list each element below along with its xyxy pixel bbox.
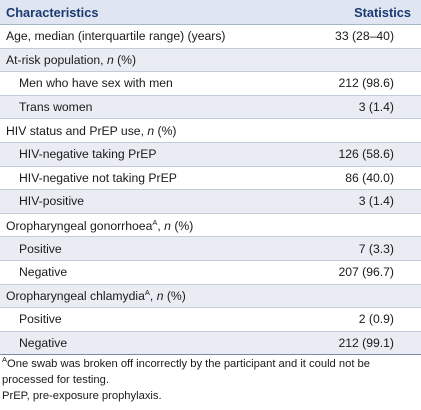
row-value: 86 (40.0) — [301, 166, 421, 191]
row-value: 212 (99.1) — [301, 331, 421, 356]
table-row: Age, median (interquartile range) (years… — [0, 24, 421, 49]
row-label: Negative — [0, 260, 302, 285]
row-value — [301, 48, 421, 73]
row-label-text: HIV status and PrEP use, — [6, 123, 148, 138]
row-label: Men who have sex with men — [0, 71, 302, 96]
footnote-a-marker: A — [2, 355, 8, 364]
row-value: 207 (96.7) — [301, 260, 421, 285]
table-row-section-heading: Oropharyngeal gonorrhoeaA, n (%) — [0, 213, 421, 238]
row-value: 3 (1.4) — [301, 95, 421, 120]
table-row: Positive 7 (3.3) — [0, 236, 421, 261]
row-label-suffix: (%) — [113, 52, 137, 67]
row-label: HIV status and PrEP use, n (%) — [0, 118, 302, 143]
row-value: 2 (0.9) — [301, 307, 421, 332]
row-label: HIV-positive — [0, 189, 302, 214]
row-label-mid: , — [157, 218, 165, 233]
characteristics-table: Characteristics Statistics Age, median (… — [0, 0, 421, 356]
table-header-row: Characteristics Statistics — [0, 0, 421, 25]
table-row-section-heading: HIV status and PrEP use, n (%) — [0, 118, 421, 143]
row-value: 212 (98.6) — [301, 71, 421, 96]
row-label-suffix: (%) — [170, 218, 194, 233]
row-value — [301, 284, 421, 309]
row-label: Trans women — [0, 95, 302, 120]
table-footnotes: AOne swab was broken off incorrectly by … — [2, 352, 420, 404]
data-table-container: Characteristics Statistics Age, median (… — [0, 0, 421, 356]
table-row: HIV-negative taking PrEP 126 (58.6) — [0, 142, 421, 167]
table-row: Negative 212 (99.1) — [0, 331, 421, 356]
row-label-italic: n — [147, 123, 155, 138]
table-row: HIV-negative not taking PrEP 86 (40.0) — [0, 166, 421, 191]
row-label-text: At-risk population, — [6, 52, 107, 67]
row-label-text: Oropharyngeal chlamydia — [6, 289, 145, 304]
table-row: Positive 2 (0.9) — [0, 307, 421, 332]
row-label-suffix: (%) — [154, 123, 177, 138]
row-label: Oropharyngeal gonorrhoeaA, n (%) — [0, 213, 302, 238]
row-value — [301, 118, 421, 143]
table-row: Negative 207 (96.7) — [0, 260, 421, 285]
footnote-marker: A — [152, 217, 158, 227]
header-characteristics: Characteristics — [0, 0, 302, 25]
table-row: HIV-positive 3 (1.4) — [0, 189, 421, 214]
row-value: 33 (28–40) — [301, 24, 421, 49]
row-label-italic: n — [156, 289, 164, 304]
row-value: 7 (3.3) — [301, 236, 421, 261]
row-label-suffix: (%) — [163, 289, 186, 304]
row-label-text: Oropharyngeal gonorrhoea — [6, 218, 153, 233]
row-label: At-risk population, n (%) — [0, 48, 302, 73]
footnote-a: AOne swab was broken off incorrectly by … — [2, 352, 420, 388]
row-label: Negative — [0, 331, 302, 356]
table-row-section-heading: At-risk population, n (%) — [0, 48, 421, 73]
footnote-abbreviations: PrEP, pre-exposure prophylaxis. — [2, 390, 162, 402]
table-row: Trans women 3 (1.4) — [0, 95, 421, 120]
row-label: HIV-negative not taking PrEP — [0, 166, 302, 191]
row-label: Positive — [0, 307, 302, 332]
row-label: Positive — [0, 236, 302, 261]
row-value: 126 (58.6) — [301, 142, 421, 167]
table-row-section-heading: Oropharyngeal chlamydiaA, n (%) — [0, 284, 421, 309]
row-value — [301, 213, 421, 238]
row-value: 3 (1.4) — [301, 189, 421, 214]
header-statistics: Statistics — [301, 0, 421, 25]
footnote-marker: A — [144, 288, 150, 298]
row-label-mid: , — [149, 289, 157, 304]
row-label: Oropharyngeal chlamydiaA, n (%) — [0, 284, 302, 309]
footnote-a-text: One swab was broken off incorrectly by t… — [2, 358, 370, 386]
row-label: Age, median (interquartile range) (years… — [0, 24, 302, 49]
row-label: HIV-negative taking PrEP — [0, 142, 302, 167]
row-label-italic: n — [164, 218, 171, 233]
row-label-italic: n — [106, 52, 114, 67]
table-row: Men who have sex with men 212 (98.6) — [0, 71, 421, 96]
